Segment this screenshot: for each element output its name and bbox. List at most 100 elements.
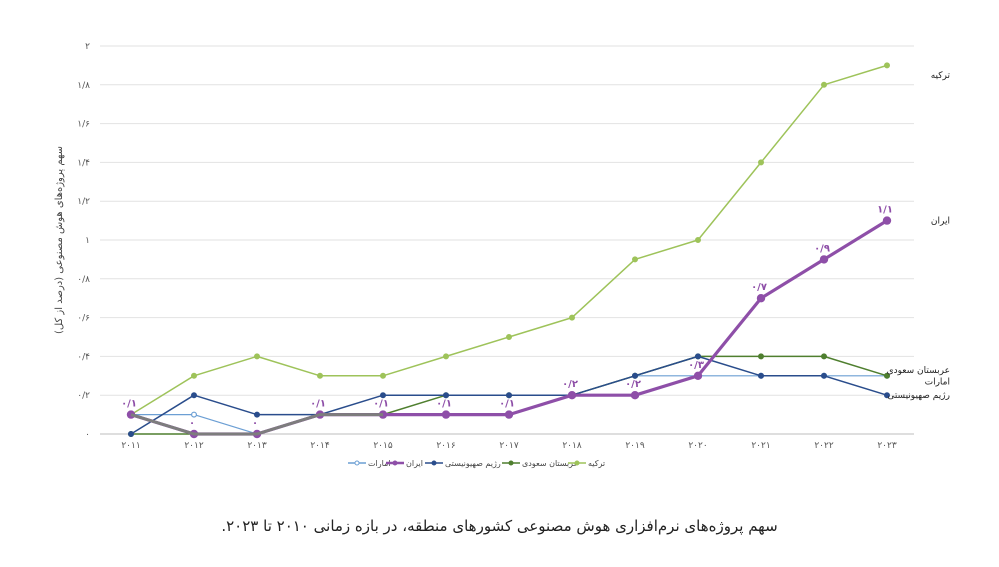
- series-lines: [126, 62, 892, 439]
- legend-marker: [354, 460, 360, 466]
- data-point: [630, 391, 640, 400]
- series-end-label: ترکیه: [931, 71, 951, 81]
- data-point: [506, 392, 513, 399]
- x-tick-label: ۲۰۱۶: [436, 441, 456, 451]
- x-tick-label: ۲۰۱۳: [247, 441, 267, 451]
- x-tick-label: ۲۰۱۲: [184, 441, 204, 451]
- data-point: [883, 372, 890, 379]
- iran-data-labels: ۰/۱ ۰ ۰ ۰/۱ ۰/۱ ۰/۱ ۰/۱ ۰/۲ ۰/۲ ۰/۳ ۰/۷ ۰/۹ ۱/۱: [121, 205, 893, 429]
- data-point: [380, 392, 387, 399]
- figure-caption: سهم پروژه‌های نرم‌افزاری هوش مصنوعی کشور…: [221, 517, 778, 535]
- data-point: [757, 353, 764, 360]
- x-tick-label: ۲۰۱۸: [562, 441, 582, 451]
- legend-item: امارات: [348, 459, 391, 468]
- data-point: [254, 353, 261, 360]
- data-point: [191, 372, 198, 379]
- data-label: ۰/۱: [373, 399, 389, 410]
- line-chart: ۰ ۰/۲ ۰/۴ ۰/۶ ۰/۸ ۱ ۱/۲ ۱/۴ ۱/۶ ۱/۸ ۲ ۲۰۱۱ ۲۰۱۲ ۲۰۱۳…: [54, 42, 951, 468]
- data-label: ۱/۱: [877, 205, 893, 216]
- legend-item: ایران: [386, 459, 423, 468]
- data-point: [191, 411, 198, 418]
- data-point: [757, 372, 764, 379]
- data-label: ۰/۲: [562, 379, 578, 390]
- x-tick-label: ۲۰۱۴: [310, 441, 330, 451]
- data-point: [883, 392, 890, 399]
- data-label: ۰/۱: [121, 399, 137, 410]
- series-end-label: رژیم صهیونیستی: [887, 391, 950, 401]
- y-tick-label: ۰/۲: [77, 391, 90, 401]
- data-point: [631, 256, 638, 263]
- y-tick-label: ۱/۲: [77, 197, 90, 207]
- data-label: ۰/۳: [688, 360, 704, 371]
- data-point: [191, 392, 198, 399]
- y-tick-label: ۱/۸: [77, 81, 90, 91]
- data-label: ۰/۲: [625, 379, 641, 390]
- legend-label: امارات: [368, 459, 391, 468]
- legend-item: رژیم صهیونیستی: [425, 459, 501, 468]
- y-tick-label: ۱/۶: [77, 120, 90, 130]
- data-point: [757, 159, 764, 166]
- legend-item: ترکیه: [568, 459, 605, 468]
- legend: امارات ایران رژیم صهیونیستی عربستان سعودی تر…: [348, 459, 605, 468]
- series-end-label: ایران: [931, 217, 950, 227]
- data-point: [504, 410, 514, 419]
- x-tick-label: ۲۰۱۵: [373, 441, 393, 451]
- x-tick-label: ۲۰۲۱: [751, 441, 770, 451]
- data-label: ۰: [189, 418, 195, 429]
- data-point: [756, 294, 766, 303]
- data-point: [693, 371, 703, 380]
- x-tick-label: ۲۰۱۱: [121, 441, 140, 451]
- legend-marker: [392, 460, 398, 466]
- data-point: [254, 411, 261, 418]
- y-tick-label: ۲: [85, 42, 90, 52]
- data-point: [820, 372, 827, 379]
- data-point: [128, 431, 135, 438]
- legend-label: ترکیه: [588, 459, 605, 468]
- data-point: [694, 237, 701, 244]
- data-point: [568, 314, 575, 321]
- y-tick-label: ۰: [85, 430, 90, 440]
- gridlines: [100, 45, 914, 435]
- y-tick-label: ۱: [85, 236, 90, 246]
- data-point: [443, 392, 450, 399]
- legend-marker: [574, 460, 580, 466]
- x-tick-label: ۲۰۲۲: [814, 441, 834, 451]
- y-tick-label: ۰/۸: [77, 275, 90, 285]
- x-tick-label: ۲۰۱۷: [499, 441, 519, 451]
- y-axis-title: سهم پروژه‌های هوش مصنوعی (درصد از کل): [54, 146, 65, 334]
- legend-label: رژیم صهیونیستی: [445, 459, 501, 468]
- data-label: ۰/۷: [751, 282, 767, 293]
- series-end-label: امارات: [925, 378, 950, 388]
- data-label: ۰/۱: [310, 399, 326, 410]
- data-label: ۰: [252, 418, 258, 429]
- overlay-line: [130, 413, 383, 436]
- data-point: [820, 81, 827, 88]
- series-end-labels: ترکیه ایران عربستان سعودی امارات رژیم صهیونی…: [887, 71, 951, 401]
- data-point: [819, 255, 829, 264]
- series-end-label: عربستان سعودی: [887, 366, 950, 376]
- data-point: [443, 353, 450, 360]
- data-point: [441, 410, 451, 419]
- data-point: [820, 353, 827, 360]
- legend-marker: [431, 460, 437, 466]
- y-tick-label: ۰/۴: [77, 352, 90, 362]
- x-axis-ticks: ۲۰۱۱ ۲۰۱۲ ۲۰۱۳ ۲۰۱۴ ۲۰۱۵ ۲۰۱۶ ۲۰۱۷ ۲۰۱۸ ۲۰۱۹ ۲۰۲۰…: [121, 441, 897, 451]
- legend-label: عربستان سعودی: [522, 459, 578, 468]
- y-axis-ticks: ۰ ۰/۲ ۰/۴ ۰/۶ ۰/۸ ۱ ۱/۲ ۱/۴ ۱/۶ ۱/۸ ۲: [77, 42, 90, 440]
- x-tick-label: ۲۰۲۳: [877, 441, 897, 451]
- data-label: ۰/۱: [499, 399, 515, 410]
- data-point: [567, 391, 577, 400]
- data-point: [882, 216, 892, 225]
- y-tick-label: ۱/۴: [77, 158, 90, 168]
- data-point: [317, 372, 324, 379]
- data-point: [883, 62, 890, 69]
- legend-marker: [508, 460, 514, 466]
- legend-label: ایران: [406, 459, 423, 468]
- data-label: ۰/۱: [436, 399, 452, 410]
- legend-item: عربستان سعودی: [502, 459, 578, 468]
- data-point: [694, 353, 701, 360]
- data-point: [380, 372, 387, 379]
- data-point: [631, 372, 638, 379]
- y-tick-label: ۰/۶: [77, 314, 90, 324]
- x-tick-label: ۲۰۱۹: [625, 441, 645, 451]
